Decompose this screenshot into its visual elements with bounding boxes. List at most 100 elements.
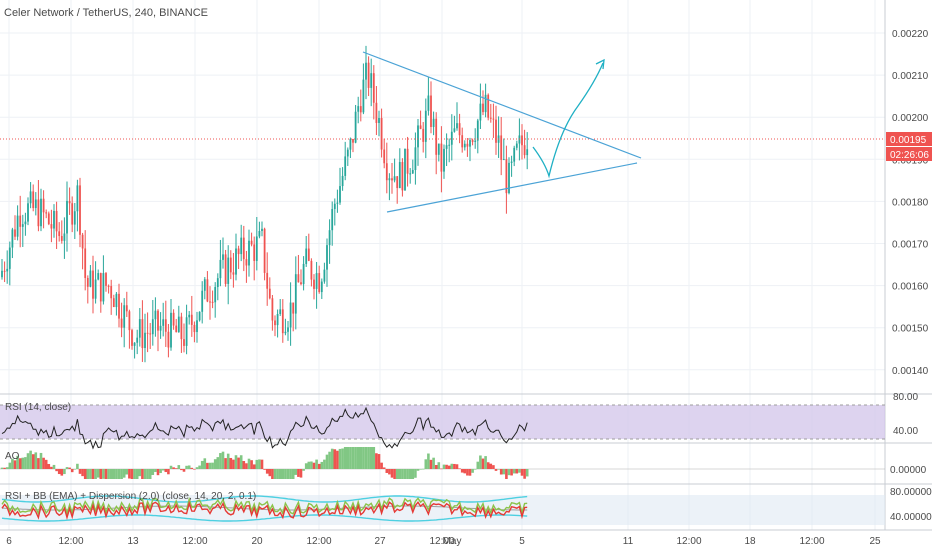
candle-body — [383, 149, 386, 164]
candle-body — [175, 325, 178, 333]
candle-body — [476, 120, 479, 141]
ao-bar — [271, 469, 274, 479]
candle-body — [482, 103, 484, 113]
ao-bar — [206, 462, 209, 469]
ao-bar — [125, 469, 129, 475]
ao-bar — [419, 469, 422, 470]
candle-body — [318, 273, 321, 293]
candle-body — [157, 310, 159, 331]
ao-bar — [50, 466, 53, 469]
ao-bar — [76, 463, 79, 469]
ao-bar — [24, 457, 27, 469]
ao-bar — [211, 462, 214, 469]
price-tick: 0.00220 — [892, 29, 929, 40]
ao-bar — [68, 467, 71, 469]
chart-title: Celer Network / TetherUS, 240, BINANCE — [4, 7, 208, 19]
ao-bar — [65, 467, 69, 469]
candle-body — [50, 224, 53, 229]
ao-bar — [385, 469, 389, 473]
rsibb-tick-40: 40.00000 — [890, 512, 932, 523]
candle-body — [164, 319, 167, 332]
candle-body — [479, 103, 482, 121]
ao-bar — [375, 453, 378, 469]
candle-body — [419, 125, 422, 129]
ao-bar — [317, 463, 321, 469]
rsi-line — [1, 406, 528, 450]
ao-bar — [182, 469, 186, 472]
candle-body — [115, 293, 118, 308]
candle-body — [159, 325, 162, 331]
candle-body — [435, 118, 438, 155]
ao-bar — [91, 469, 95, 479]
ao-bar — [224, 458, 227, 469]
candle-body — [105, 273, 107, 286]
ao-bar — [304, 463, 308, 469]
ao-bar — [291, 469, 295, 479]
ao-bar — [161, 469, 165, 471]
ao-bar — [359, 447, 363, 469]
candle-body — [323, 269, 326, 282]
candle-body — [118, 293, 120, 319]
candle-body — [401, 162, 404, 191]
ao-bar — [525, 469, 529, 477]
ao-bar — [338, 448, 342, 469]
ao-bar — [471, 469, 474, 473]
candle-body — [240, 237, 243, 255]
candle-body — [255, 236, 258, 261]
ao-bar — [16, 455, 19, 469]
candle-body — [253, 244, 256, 261]
candle-body — [341, 175, 344, 187]
ao-bar — [29, 450, 32, 469]
candle-body — [463, 143, 466, 148]
candle-body — [417, 125, 419, 148]
ao-bar — [411, 469, 415, 479]
ao-bar — [99, 469, 103, 479]
ao-bar — [315, 459, 318, 469]
time-tick: 5 — [519, 536, 525, 547]
candle-body — [144, 332, 146, 349]
candle-body — [450, 131, 453, 145]
ao-bar — [507, 469, 511, 476]
ao-bar — [437, 462, 441, 469]
ao-bar — [31, 454, 35, 469]
candle-body — [346, 149, 349, 157]
ao-bar — [299, 469, 303, 478]
ao-bar — [117, 469, 121, 479]
candle-body — [136, 337, 139, 343]
ao-bar — [120, 469, 123, 479]
ao-bar — [83, 469, 87, 479]
candle-body — [73, 211, 76, 225]
ao-bar — [226, 453, 230, 469]
candle-body — [261, 228, 263, 231]
ao-bar — [146, 469, 149, 479]
candle-body — [141, 319, 144, 349]
candle-body — [42, 198, 45, 213]
time-tick: 12:00 — [306, 536, 331, 547]
candle-body — [406, 148, 409, 174]
ao-bar — [499, 469, 503, 475]
candle-body — [266, 272, 269, 289]
candle-body — [380, 117, 383, 150]
ao-bar — [447, 465, 451, 469]
candle-body — [8, 247, 11, 269]
ao-bar — [245, 463, 248, 469]
candle-body — [40, 198, 42, 227]
candle-body — [422, 128, 425, 142]
rsi-pane-title: RSI (14, close) — [5, 402, 71, 413]
candle-body — [84, 248, 87, 278]
rsi-tick-80: 80.00 — [893, 392, 918, 403]
candle-body — [320, 281, 323, 293]
ao-bar — [13, 460, 17, 469]
candle-body — [138, 319, 141, 338]
candle-body — [370, 73, 373, 88]
ao-bar — [57, 469, 61, 475]
candle-body — [458, 123, 461, 136]
candle-body — [362, 79, 365, 113]
candle-body — [375, 102, 378, 123]
ao-bar — [484, 456, 487, 469]
ao-bar — [0, 467, 4, 469]
candle-body — [125, 305, 128, 312]
time-tick: 20 — [251, 536, 263, 547]
time-axis-labels: 6 12:00 13 12:00 20 12:00 27 12:00 5 11 12:00 18 12:… — [6, 536, 881, 547]
